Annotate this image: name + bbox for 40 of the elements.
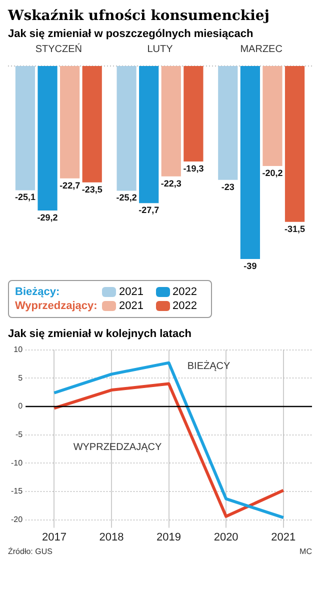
x-tick-label: STYCZEŃ xyxy=(35,42,82,55)
legend-label: 2021 xyxy=(119,300,144,312)
x-tick-label: 2021 xyxy=(271,531,296,544)
data-label: -27,7 xyxy=(138,205,160,216)
y-tick-label: -10 xyxy=(11,458,24,468)
x-tick-label: 2017 xyxy=(42,531,66,544)
data-label: -31,5 xyxy=(284,224,306,234)
text: Źródło: GUS xyxy=(8,547,52,556)
legend-label: 2022 xyxy=(172,286,197,298)
chart-subtitle: Jak się zmieniał w poszczególnych miesiącach xyxy=(8,28,254,40)
y-tick-label: -15 xyxy=(11,486,24,496)
text: Wyprzedzający: xyxy=(15,300,98,312)
data-label: -39 xyxy=(244,261,257,272)
text: MC xyxy=(300,547,312,556)
x-tick-label: 2020 xyxy=(214,531,238,544)
data-label: -25,2 xyxy=(116,192,137,203)
y-tick-label: -20 xyxy=(11,515,24,524)
data-label: -22,7 xyxy=(60,180,80,190)
data-label: -29,2 xyxy=(37,212,58,223)
x-tick-label: MARZEC xyxy=(240,44,282,55)
y-tick-label: 5 xyxy=(18,373,24,382)
chart-title: Wskaźnik ufności konsumenckiej xyxy=(8,8,270,24)
data-label: -25,1 xyxy=(14,192,36,202)
y-tick-label: 10 xyxy=(14,345,24,354)
data-label: -22,3 xyxy=(160,178,182,188)
text: WYPRZEDZAJĄCY xyxy=(73,442,162,454)
x-tick-label: 2019 xyxy=(156,531,182,544)
chart-title: Jak się zmieniał w kolejnych latach xyxy=(8,328,192,340)
data-label: -23,5 xyxy=(82,184,102,194)
data-label: -19,3 xyxy=(183,164,204,174)
series-label: BIEŻĄCY xyxy=(187,360,230,372)
y-tick-label: 0 xyxy=(18,402,24,411)
legend-label: 2021 xyxy=(119,286,144,298)
x-tick-label: 2018 xyxy=(99,531,124,544)
text: Bieżący: xyxy=(15,286,61,298)
x-tick-label: LUTY xyxy=(147,44,174,55)
y-tick-label: -5 xyxy=(15,430,24,440)
data-label: -20,2 xyxy=(262,168,283,178)
data-label: -23 xyxy=(221,182,234,192)
legend-label: 2022 xyxy=(172,300,197,312)
